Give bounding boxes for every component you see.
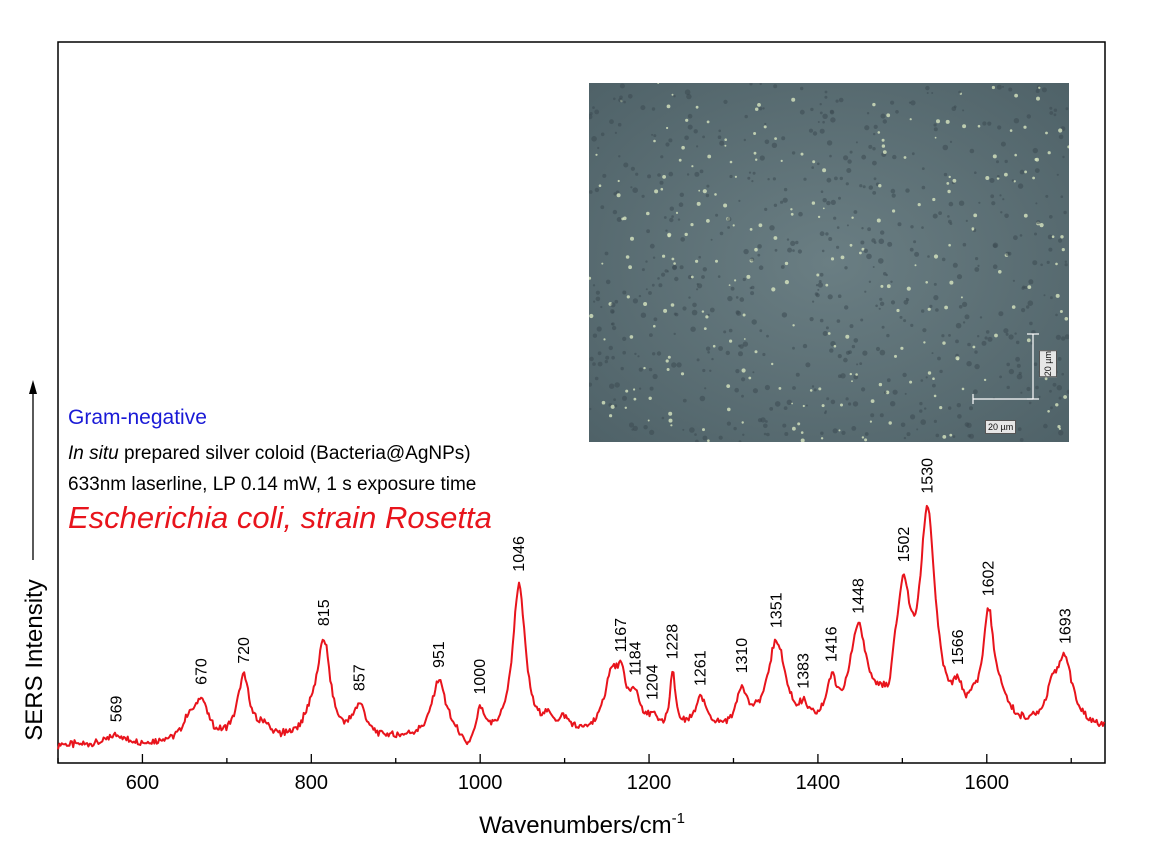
- peak-label: 670: [194, 658, 211, 685]
- x-tick-label: 1600: [965, 772, 1010, 794]
- micrograph-inset: 20 µm 20 µm: [589, 83, 1069, 442]
- peak-labels: 5696707208158579511000104611671184120412…: [108, 458, 1074, 722]
- peak-label: 1167: [613, 618, 630, 653]
- peak-label: 951: [431, 641, 448, 668]
- x-tick-label: 1400: [796, 772, 841, 794]
- spectrum-line: [57, 504, 1106, 750]
- preparation-text: prepared silver coloid (Bacteria@AgNPs): [118, 443, 471, 464]
- peak-label: 857: [351, 664, 368, 691]
- peak-label: 1416: [823, 626, 840, 662]
- gram-label: Gram-negative: [68, 406, 207, 429]
- x-tick-label: 800: [295, 772, 328, 794]
- scale-label-horizontal: 20 µm: [985, 420, 1017, 434]
- scale-bar: [972, 333, 1039, 404]
- x-axis-ticks: [57, 754, 1072, 763]
- preparation-italic: In situ: [68, 443, 119, 464]
- peak-label: 1310: [734, 638, 751, 674]
- y-axis-arrow-head: [29, 380, 37, 394]
- x-tick-label: 600: [126, 772, 159, 794]
- x-axis-title: Wavenumbers/cm-1: [479, 810, 685, 839]
- peak-label: 1204: [644, 664, 661, 700]
- micrograph-image: [589, 83, 1069, 442]
- peak-label: 1693: [1057, 608, 1074, 644]
- peak-label: 569: [108, 696, 125, 723]
- preparation-label: In situ prepared silver coloid (Bacteria…: [68, 443, 471, 465]
- x-axis-tick-labels: 600 800 1000 1200 1400 1600: [126, 772, 1009, 794]
- plot-frame: [57, 41, 1106, 764]
- scale-label-vertical: 20 µm: [1039, 350, 1057, 378]
- peak-label: 815: [316, 599, 333, 626]
- peak-label: 1502: [896, 527, 913, 563]
- peak-label: 720: [236, 637, 253, 664]
- peak-label: 1530: [920, 458, 937, 494]
- y-axis-title: SERS Intensity: [21, 579, 48, 740]
- x-tick-label: 1000: [458, 772, 503, 794]
- x-tick-label: 1200: [627, 772, 672, 794]
- peak-label: 1184: [628, 641, 645, 676]
- peak-label: 1000: [472, 659, 489, 695]
- peak-label: 1448: [850, 578, 867, 614]
- peak-label: 1261: [693, 650, 710, 686]
- peak-label: 1228: [665, 624, 682, 660]
- peak-label: 1383: [796, 653, 813, 689]
- laser-label: 633nm laserline, LP 0.14 mW, 1 s exposur…: [68, 474, 477, 495]
- peak-label: 1351: [769, 592, 786, 628]
- peak-label: 1046: [511, 536, 528, 572]
- species-label: Escherichia coli, strain Rosetta: [68, 500, 492, 535]
- peak-label: 1602: [981, 561, 998, 597]
- peak-label: 1566: [950, 629, 967, 665]
